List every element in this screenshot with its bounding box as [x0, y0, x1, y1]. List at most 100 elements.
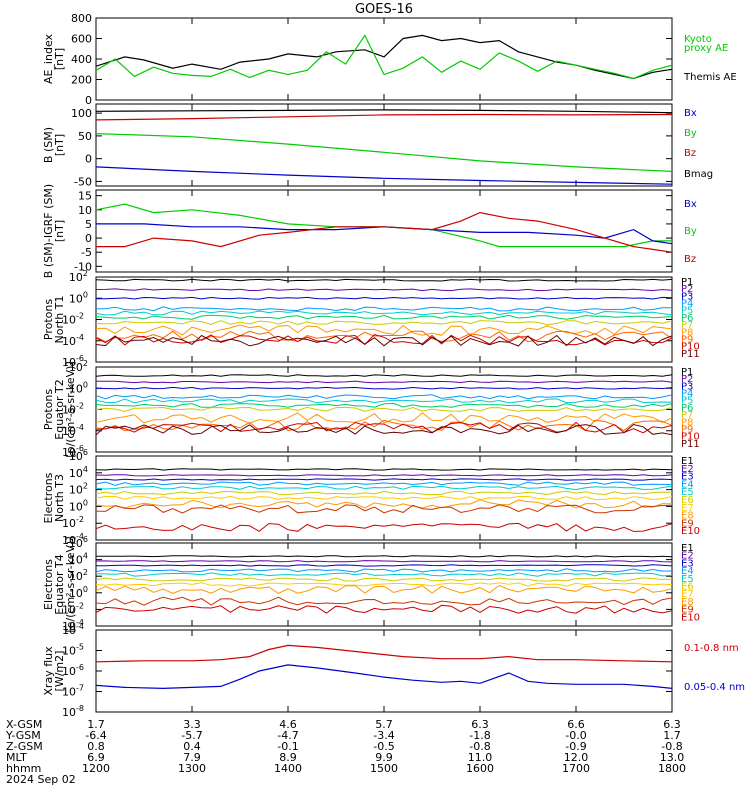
series-line: [96, 582, 672, 587]
axis-row-z-gsm: Z-GSM 0.8 0.4 -0.1 -0.5 -0.8 -0.9 -0.8: [6, 740, 683, 753]
axis-row-value: -0.1: [277, 740, 298, 753]
legend-entry: 0.1-0.8 nm: [684, 643, 739, 654]
y-tick-label: -5: [81, 246, 92, 259]
axis-row-label: Z-GSM: [6, 740, 43, 753]
series-line: [96, 481, 672, 486]
axis-row-label: MLT: [6, 751, 27, 764]
y-axis-label: Electrons: [42, 472, 55, 523]
series-line: [96, 419, 672, 432]
series-line: [96, 664, 672, 690]
legend-entry: E1: [681, 456, 694, 467]
y-axis-label: [nT]: [53, 48, 66, 70]
y-tick-label: 50: [78, 130, 92, 143]
series-line: [96, 34, 672, 80]
panel-xray: 10-8 10-7 10-6 10-5 10-4 Xray flux[W/m2] 0.1-0…: [42, 622, 745, 719]
axis-row-value: 6.6: [567, 718, 585, 731]
axis-row-x-gsm: X-GSM 1.7 3.3 4.6 5.7 6.3 6.6 6.3: [6, 718, 681, 731]
y-tick-label: 800: [71, 12, 92, 25]
y-tick-label: 100: [69, 290, 88, 305]
legend-entry: E3: [681, 558, 694, 569]
series-group: [96, 644, 672, 690]
legend-entry: E4: [681, 479, 694, 490]
legend-entry: E8: [681, 597, 694, 608]
y-tick-label: 10-6: [62, 444, 84, 459]
series-line: [96, 406, 672, 412]
legend-entry: By: [684, 226, 697, 237]
y-tick-label: -10: [74, 260, 92, 273]
legend-entry: E1: [681, 543, 694, 554]
axis-row-value: 3.3: [183, 718, 201, 731]
series-line: [96, 522, 672, 532]
series-line: [96, 394, 672, 400]
legend-entry: E4: [681, 566, 694, 577]
legend-entry: proxy AE: [684, 43, 728, 54]
y-axis-label: [e/(cm²-s-sr-keV)]: [64, 536, 77, 632]
axis-row-value: 1300: [178, 762, 206, 775]
y-axis-label: Protons: [42, 299, 55, 340]
series-line: [96, 330, 672, 343]
y-tick-label: 102: [69, 269, 88, 284]
series-line: [96, 490, 672, 496]
axis-row-value: -3.4: [373, 729, 394, 742]
series-line: [96, 398, 672, 404]
legend: Bx By Bz Bmag: [684, 108, 713, 180]
axis-row-value: 1800: [658, 762, 686, 775]
axis-row-value: 0.8: [87, 740, 105, 753]
y-tick-label: 10-2: [62, 402, 84, 417]
axis-row-value: -0.8: [661, 740, 682, 753]
legend-entry: E6: [681, 582, 694, 593]
series-line: [96, 324, 672, 336]
legend-entry: P8: [681, 327, 693, 338]
series-line: [96, 423, 672, 436]
axis-row-value: 4.6: [279, 718, 297, 731]
legend-entry: P8: [681, 417, 693, 428]
series-line: [96, 560, 672, 563]
series-line: [96, 296, 672, 300]
legend-entry: P2: [681, 374, 693, 385]
series-line: [96, 211, 672, 253]
panel-frame: [95, 17, 673, 101]
axis-row-value: 6.3: [663, 718, 681, 731]
y-axis-label: B (SM): [42, 127, 55, 163]
y-tick-label: 106: [69, 535, 88, 550]
series-line: [96, 468, 672, 471]
legend-entry: E9: [681, 605, 694, 616]
series-line: [96, 278, 672, 282]
axis-row-value: 1500: [370, 762, 398, 775]
y-tick-label: 100: [69, 585, 88, 600]
date-label: 2024 Sep 02: [6, 773, 76, 786]
panel-frame: [95, 629, 673, 713]
axis-row-value: -1.8: [469, 729, 490, 742]
y-tick-label: 0: [85, 153, 92, 166]
y-tick-label: 100: [69, 498, 88, 513]
series-line: [96, 334, 672, 346]
axis-row-value: -4.7: [277, 729, 298, 742]
series-line: [96, 555, 672, 558]
axis-row-value: -6.4: [85, 729, 106, 742]
legend: 0.1-0.8 nm 0.05-0.4 nm: [684, 643, 745, 693]
series-group: [96, 468, 672, 532]
axis-row-value: -0.5: [373, 740, 394, 753]
series-line: [96, 310, 672, 316]
legend-entry: E10: [681, 526, 700, 537]
legend-entry: By: [684, 128, 697, 139]
series-line: [96, 604, 672, 614]
panel-frame: [95, 103, 673, 187]
y-axis-label: [nT]: [53, 220, 66, 242]
axis-row-value: -5.7: [181, 729, 202, 742]
axis-row-value: 13.0: [660, 751, 685, 764]
legend-entry: E2: [681, 464, 694, 475]
legend-entry: E7: [681, 589, 694, 600]
legend-entry: P1: [681, 367, 693, 378]
axis-row-value: 7.9: [183, 751, 201, 764]
legend-entry: Bz: [684, 148, 696, 159]
series-line: [96, 306, 672, 312]
series-line: [96, 596, 672, 606]
y-tick-label: 10-4: [62, 333, 84, 348]
legend-entry: E9: [681, 518, 694, 529]
axis-row-label: X-GSM: [6, 718, 42, 731]
